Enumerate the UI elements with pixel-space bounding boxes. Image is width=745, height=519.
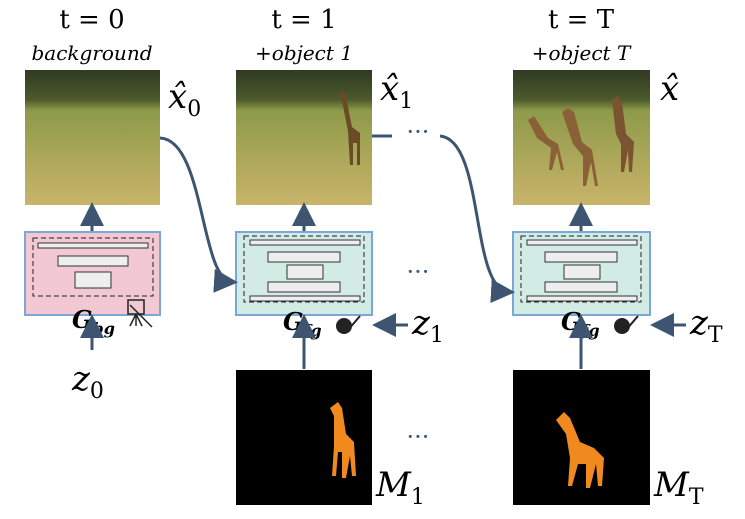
caption: +object 1 (255, 41, 353, 65)
output-label: x̂1 (380, 69, 413, 114)
mask-label: MT (653, 465, 704, 510)
output-label: x̂0 (168, 77, 201, 122)
caption: +object T (532, 41, 632, 65)
time-label: t = T (548, 5, 615, 35)
generator-fg (235, 231, 373, 334)
output-label: x̂ (660, 69, 679, 109)
generator-fg (512, 231, 651, 334)
caption: background (31, 41, 152, 65)
noise-label: zT (689, 303, 723, 348)
mask (513, 370, 650, 505)
image (236, 70, 372, 205)
arrows (80, 134, 686, 369)
image (513, 70, 650, 205)
time-label: t = 0 (59, 5, 124, 35)
generator-bg (24, 231, 161, 328)
noise-label: z1 (411, 303, 444, 348)
time-label: t = 1 (271, 5, 336, 35)
ellipsis: ··· (407, 423, 430, 451)
ellipsis: ··· (407, 118, 430, 146)
mask-label: M1 (375, 465, 425, 510)
image (25, 70, 160, 205)
mask (236, 370, 372, 505)
noise-label: z0 (71, 359, 104, 404)
ellipsis: ··· (407, 258, 430, 286)
